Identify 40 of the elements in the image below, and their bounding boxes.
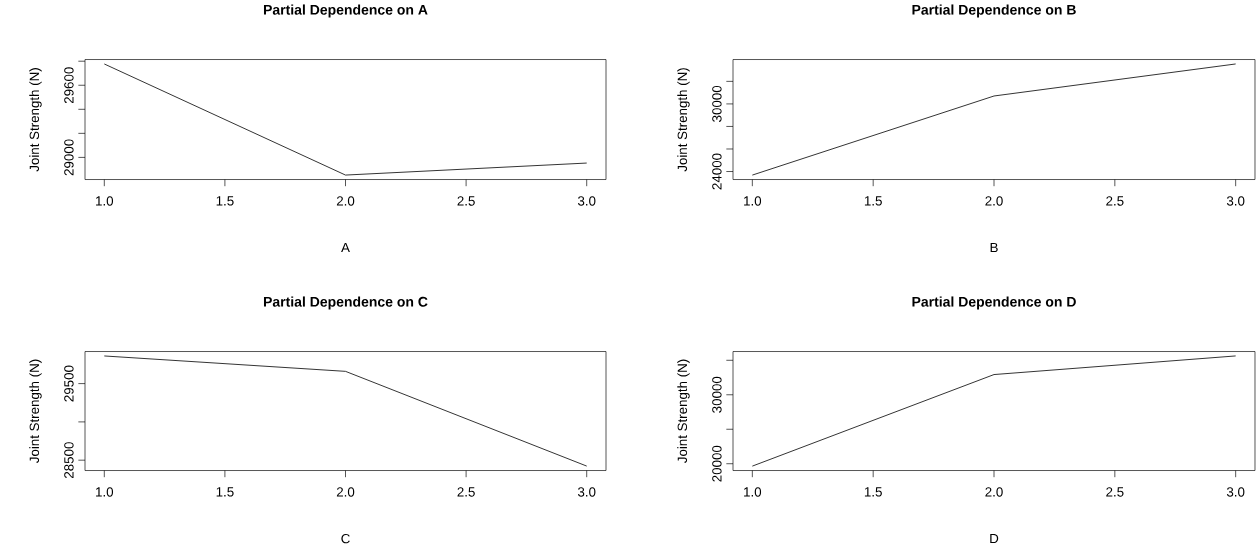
x-tick-label: 1.5: [864, 487, 882, 497]
y-tick-label: 24000: [712, 153, 722, 190]
x-tick-label: 2.5: [457, 196, 475, 206]
x-axis-title: D: [990, 534, 999, 544]
x-tick-label: 2.0: [985, 196, 1003, 206]
x-axis-title: A: [341, 243, 350, 253]
y-tick-label: 28500: [64, 442, 74, 479]
x-tick-label: 3.0: [577, 196, 596, 206]
y-tick-label: 20000: [712, 445, 722, 482]
x-axis-title: B: [990, 243, 998, 253]
x-tick-label: 1.5: [216, 196, 234, 206]
y-tick-label: 30000: [712, 376, 722, 413]
x-axis-title: C: [341, 534, 350, 544]
x-tick-label: 1.0: [744, 487, 762, 497]
x-tick-label: 1.5: [864, 196, 882, 206]
y-axis-title: Joint Strength (N): [677, 359, 690, 464]
chart-title: Partial Dependence on D: [912, 296, 1076, 310]
y-axis-title: Joint Strength (N): [677, 68, 690, 172]
y-axis-title: Joint Strength (N): [29, 68, 42, 172]
x-tick-label: 3.0: [1226, 487, 1245, 497]
x-tick-label: 1.0: [96, 196, 114, 206]
y-tick-label: 29600: [64, 67, 74, 104]
x-tick-label: 1.0: [96, 487, 114, 497]
y-tick-label: 29500: [64, 365, 74, 402]
x-tick-label: 3.0: [577, 487, 596, 497]
x-tick-label: 2.5: [1106, 487, 1124, 497]
x-tick-label: 2.0: [985, 487, 1003, 497]
chart-title: Partial Dependence on C: [263, 296, 428, 310]
chart-title: Partial Dependence on A: [263, 4, 428, 18]
x-tick-label: 2.0: [336, 196, 355, 206]
x-tick-label: 2.0: [336, 487, 355, 497]
chart-title: Partial Dependence on B: [912, 4, 1076, 18]
y-tick-label: 29000: [64, 139, 74, 176]
x-tick-label: 2.5: [457, 487, 475, 497]
y-axis-title: Joint Strength (N): [29, 359, 42, 464]
y-tick-label: 30000: [712, 86, 722, 123]
x-tick-label: 3.0: [1226, 196, 1245, 206]
x-tick-label: 1.0: [744, 196, 762, 206]
x-tick-label: 2.5: [1106, 196, 1124, 206]
x-tick-label: 1.5: [216, 487, 234, 497]
